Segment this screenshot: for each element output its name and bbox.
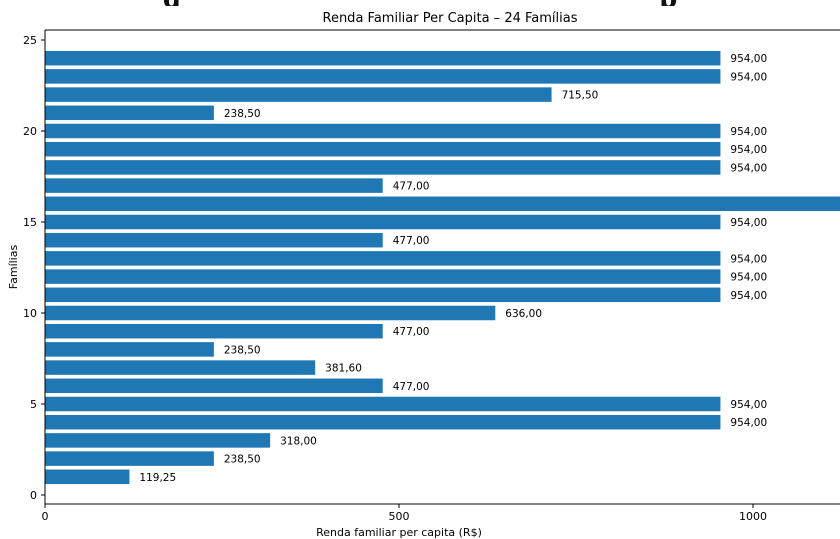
data-label-familia-7: 381,60 bbox=[325, 363, 362, 375]
bar-familia-11 bbox=[45, 287, 721, 303]
bar-familia-1 bbox=[45, 469, 130, 485]
data-label-familia-13: 954,00 bbox=[730, 253, 767, 265]
x-axis-label: Renda familiar per capita (R$) bbox=[316, 526, 482, 539]
bar-familia-2 bbox=[45, 451, 214, 466]
bar-familia-20 bbox=[45, 123, 721, 139]
data-label-familia-20: 954,00 bbox=[730, 126, 767, 138]
bar-familia-4 bbox=[45, 414, 721, 430]
data-label-familia-21: 238,50 bbox=[224, 108, 261, 120]
bar-familia-8 bbox=[45, 342, 214, 357]
bar-familia-3 bbox=[45, 433, 271, 448]
bar-familia-19 bbox=[45, 141, 721, 157]
x-tick-label-1000: 1000 bbox=[739, 510, 767, 523]
bars-group bbox=[45, 50, 840, 485]
chart-title: Renda Familiar Per Capita – 24 Famílias bbox=[323, 11, 578, 26]
y-tick-label-5: 5 bbox=[30, 398, 37, 411]
bar-familia-16 bbox=[45, 196, 840, 212]
data-label-familia-1: 119,25 bbox=[139, 472, 176, 484]
data-label-familia-19: 954,00 bbox=[730, 144, 767, 156]
data-label-familia-14: 477,00 bbox=[393, 235, 430, 247]
bar-familia-21 bbox=[45, 105, 214, 121]
bar-familia-9 bbox=[45, 323, 383, 339]
data-label-familia-4: 954,00 bbox=[730, 417, 767, 429]
y-ticks-group: 0 5 10 15 20 25 bbox=[23, 34, 45, 502]
data-labels-group: 119,25 238,50 318,00 954,00 954,00 477,00 381,… bbox=[139, 53, 767, 484]
y-tick-label-20: 20 bbox=[23, 125, 37, 138]
data-label-familia-2: 238,50 bbox=[224, 454, 261, 466]
data-label-familia-18: 954,00 bbox=[730, 162, 767, 174]
bar-familia-22 bbox=[45, 87, 552, 102]
heading-fragment-right: p bbox=[659, 0, 677, 6]
data-label-familia-11: 954,00 bbox=[730, 290, 767, 302]
data-label-familia-8: 238,50 bbox=[224, 344, 261, 356]
bar-familia-12 bbox=[45, 269, 721, 284]
data-label-familia-3: 318,00 bbox=[280, 435, 317, 447]
bar-familia-17 bbox=[45, 178, 383, 193]
y-tick-label-10: 10 bbox=[23, 307, 37, 320]
x-tick-label-500: 500 bbox=[389, 510, 410, 523]
data-label-familia-12: 954,00 bbox=[730, 272, 767, 284]
bar-familia-7 bbox=[45, 360, 316, 375]
data-label-familia-6: 477,00 bbox=[393, 381, 430, 393]
page-heading-fragment: gp bbox=[0, 0, 840, 6]
x-ticks-group: 0500100015002000 bbox=[42, 504, 767, 523]
y-axis-label: Famílias bbox=[7, 245, 20, 290]
data-label-familia-17: 477,00 bbox=[393, 181, 430, 193]
data-label-familia-15: 954,00 bbox=[730, 217, 767, 229]
bar-familia-23 bbox=[45, 69, 721, 84]
data-label-familia-23: 954,00 bbox=[730, 71, 767, 83]
bar-familia-5 bbox=[45, 396, 721, 412]
bar-familia-14 bbox=[45, 232, 383, 248]
heading-fragment-left: g bbox=[163, 0, 181, 6]
bar-familia-15 bbox=[45, 214, 721, 230]
y-tick-label-0: 0 bbox=[30, 489, 37, 502]
x-tick-label-0: 0 bbox=[42, 510, 49, 523]
bar-familia-10 bbox=[45, 305, 496, 321]
data-label-familia-9: 477,00 bbox=[393, 326, 430, 338]
data-label-familia-22: 715,50 bbox=[562, 90, 599, 102]
y-tick-label-15: 15 bbox=[23, 216, 37, 229]
data-label-familia-10: 636,00 bbox=[505, 308, 542, 320]
bar-familia-18 bbox=[45, 160, 721, 175]
bar-familia-6 bbox=[45, 378, 383, 394]
y-tick-label-25: 25 bbox=[23, 34, 37, 47]
bar-familia-24 bbox=[45, 50, 721, 66]
data-label-familia-5: 954,00 bbox=[730, 399, 767, 411]
data-label-familia-24: 954,00 bbox=[730, 53, 767, 65]
bar-familia-13 bbox=[45, 251, 721, 266]
